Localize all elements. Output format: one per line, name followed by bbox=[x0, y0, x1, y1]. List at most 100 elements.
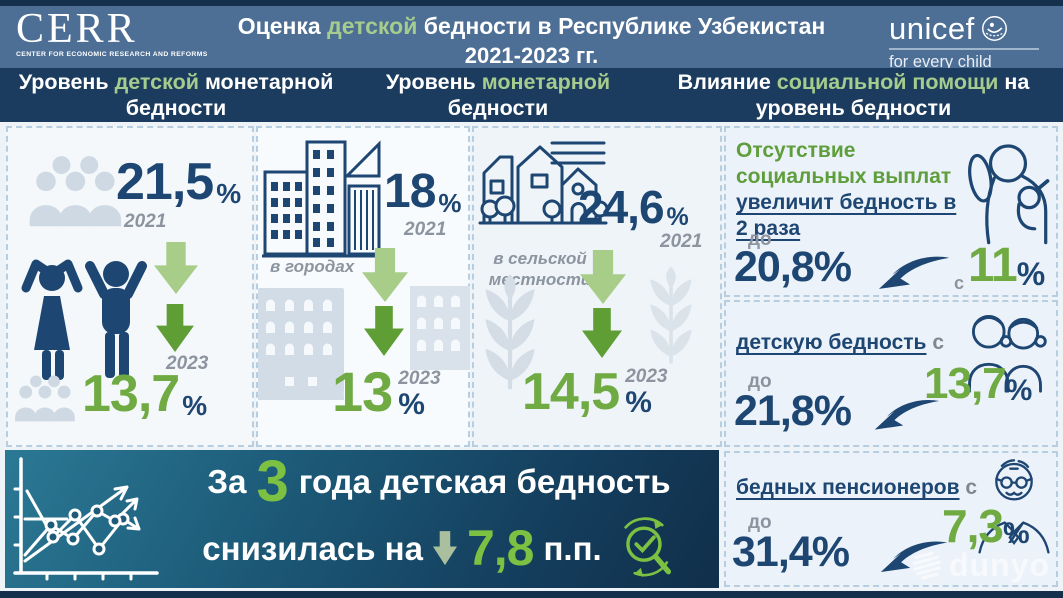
value-without-payments: 21,8% bbox=[734, 387, 852, 435]
impact-title-green: Отсутствие социальных выплат bbox=[736, 139, 952, 189]
building-silhouette-icon bbox=[258, 288, 344, 400]
globe-icon bbox=[912, 551, 942, 580]
value-number: 24,6 bbox=[578, 181, 665, 233]
column-urban-poverty: 18 % 2021 в городах 13 2023 % bbox=[256, 126, 470, 447]
to-label: до bbox=[748, 229, 772, 250]
children-silhouette-icon bbox=[21, 259, 147, 380]
value-without-payments: 31,4% bbox=[732, 528, 850, 576]
value-number: 14,5 bbox=[522, 363, 620, 421]
value-2021: 21,5 % bbox=[116, 156, 241, 209]
banner-line1: За 3 года детская бедность bbox=[163, 448, 715, 514]
value-without-payments: 20,8% bbox=[734, 243, 852, 291]
value-number: 11 bbox=[968, 239, 1018, 292]
banner-highlight-number: 3 bbox=[256, 448, 289, 514]
percent-sign: % bbox=[398, 388, 425, 421]
to-label: до bbox=[748, 371, 772, 392]
cerr-logo: CERR CENTER FOR ECONOMIC RESEARCH AND RE… bbox=[16, 6, 208, 58]
curved-arrow-icon bbox=[880, 541, 948, 573]
year-label-2023: 2023 bbox=[625, 366, 668, 387]
value-2021: 18 % bbox=[384, 165, 462, 218]
percent-sign: % bbox=[1002, 517, 1030, 550]
header-text: на уровень бедности bbox=[755, 69, 1030, 120]
cerr-logo-subtext: CENTER FOR ECONOMIC RESEARCH AND REFORMS bbox=[16, 50, 208, 58]
location-label: в городах bbox=[270, 257, 355, 276]
down-arrow-icon bbox=[156, 304, 194, 352]
banner-text: За 3 года детская бедность снизилась на … bbox=[163, 450, 715, 588]
unicef-emblem-icon bbox=[981, 16, 1007, 41]
impact-title-suffix: с bbox=[932, 331, 944, 354]
banner-word: За bbox=[207, 462, 247, 500]
dunyo-watermark: dunyo bbox=[909, 547, 1050, 583]
mother-and-child-icon bbox=[968, 144, 1050, 245]
curved-arrow-icon bbox=[878, 256, 950, 289]
curved-arrow-icon bbox=[874, 399, 940, 430]
unicef-logo-text: unicef bbox=[889, 11, 975, 46]
percent-sign: % bbox=[216, 178, 241, 209]
page-title: Оценка детской бедности в Республике Узб… bbox=[200, 13, 863, 69]
impact-card-title: детскую бедность с bbox=[736, 330, 944, 356]
percent-sign: % bbox=[182, 390, 207, 421]
people-group-small-icon bbox=[15, 375, 75, 422]
percent-sign: % bbox=[438, 188, 461, 218]
year-label-2023: 2023 bbox=[398, 368, 441, 389]
unicef-tagline: for every child bbox=[889, 53, 992, 71]
down-arrow-icon bbox=[432, 531, 457, 566]
header-bar: CERR CENTER FOR ECONOMIC RESEARCH AND RE… bbox=[0, 6, 1063, 71]
line-chart-icon bbox=[13, 457, 159, 581]
year-label-2021: 2021 bbox=[404, 219, 447, 240]
banner-unit: п.п. bbox=[543, 529, 602, 567]
city-buildings-icon bbox=[262, 140, 384, 258]
title-accent: детской bbox=[327, 13, 418, 39]
percent-sign: % bbox=[625, 386, 652, 419]
down-arrow-icon bbox=[582, 308, 622, 358]
village-icon bbox=[478, 141, 608, 225]
unicef-divider bbox=[889, 48, 1039, 50]
wheat-icon bbox=[650, 266, 692, 364]
impact-card-no-payments: Отсутствие социальных выплат увеличит бе… bbox=[724, 126, 1058, 297]
summary-banner: За 3 года детская бедность снизилась на … bbox=[5, 450, 719, 588]
header-text: Уровень bbox=[18, 69, 109, 94]
two-children-icon bbox=[968, 314, 1047, 393]
impact-title-navy: бедных пенсионеров bbox=[736, 476, 960, 499]
header-accent: детской bbox=[114, 69, 199, 94]
value-number: 13,7 bbox=[924, 359, 1007, 408]
year-label-2021: 2021 bbox=[660, 231, 703, 252]
down-arrow-icon bbox=[364, 306, 404, 356]
percent-sign: % bbox=[1005, 374, 1033, 407]
to-label: до bbox=[748, 512, 772, 533]
header-text: бедности bbox=[447, 96, 549, 120]
header-accent: монетарной bbox=[481, 69, 611, 94]
impact-title-navy: детскую бедность bbox=[736, 331, 927, 354]
cerr-logo-text: CERR bbox=[16, 6, 138, 52]
value-2023: 13,7 % bbox=[82, 368, 207, 421]
column-child-poverty: 21,5 % 2021 2023 13,7 bbox=[6, 126, 254, 447]
magnifier-check-icon bbox=[623, 517, 671, 578]
elderly-man-icon bbox=[978, 459, 1050, 554]
watermark-text: dunyo bbox=[949, 547, 1050, 583]
banner-word: года детская бедность bbox=[298, 462, 671, 500]
section-header-monetary-poverty: Уровень монетарной бедности bbox=[352, 68, 644, 122]
section-header-social-assistance: Влияние социальной помощи на уровень бед… bbox=[644, 68, 1063, 122]
unicef-logo: unicef for every child bbox=[889, 13, 1045, 72]
title-word: бедности в Республике Узбекистан bbox=[423, 13, 826, 39]
column-rural-poverty: 24,6 % 2021 в сельской местности 14,5 20… bbox=[472, 126, 722, 447]
page-title-line1: Оценка детской бедности в Республике Узб… bbox=[200, 13, 863, 40]
percent-sign: % bbox=[1016, 256, 1045, 292]
year-label-2023: 2023 bbox=[166, 353, 209, 374]
section-header-bar: Уровень детской монетарной бедности Уров… bbox=[0, 68, 1063, 122]
year-label-2021: 2021 bbox=[124, 211, 167, 232]
page-title-line2: 2021-2023 гг. bbox=[464, 43, 599, 68]
wheat-icon bbox=[485, 274, 535, 390]
title-word: Оценка bbox=[237, 13, 321, 39]
building-silhouette-icon bbox=[410, 286, 470, 370]
banner-highlight-number: 7,8 bbox=[466, 519, 535, 576]
header-text: монетарной бедности bbox=[125, 69, 334, 120]
impact-title-suffix: с bbox=[965, 476, 978, 499]
from-label: с bbox=[954, 273, 965, 293]
value-number: 13 bbox=[332, 360, 393, 423]
impact-card-child-poverty: детскую бедность с до 21,8% 13,7 % bbox=[724, 300, 1058, 447]
value-2021: 24,6 % bbox=[578, 181, 689, 233]
value-number: 18 bbox=[384, 165, 436, 218]
impact-card-pensioners: бедных пенсионеров с до 31,4% 7,3 % bbox=[724, 451, 1058, 587]
